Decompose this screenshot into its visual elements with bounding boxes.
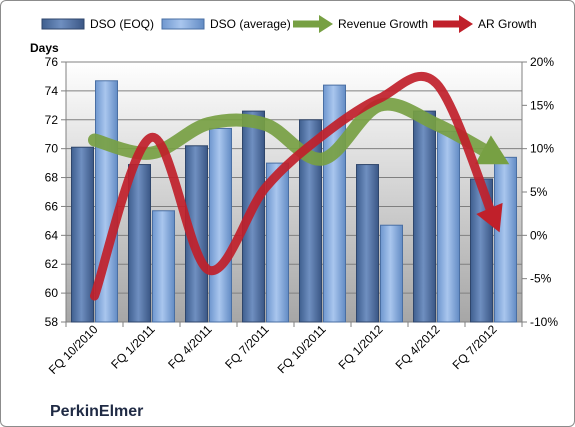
legend-label: DSO (average)	[210, 17, 291, 31]
bar-dso-eoq	[299, 119, 322, 323]
legend-arrow-head	[319, 15, 333, 33]
legend-swatch	[41, 18, 85, 30]
left-tick-label: 72	[45, 113, 59, 127]
bars-layer	[71, 80, 517, 323]
growth-lines-layer	[88, 71, 510, 301]
bar-dso-eoq	[413, 110, 436, 323]
legend-swatch	[161, 18, 205, 30]
bar-dso-eoq	[71, 146, 94, 323]
x-tick-label: FQ 1/2011	[108, 322, 158, 372]
bar-dso-average	[494, 156, 517, 323]
left-tick-label: 66	[45, 199, 59, 213]
x-tick-label: FQ 4/2011	[165, 322, 215, 372]
x-tick-label: FQ 7/2012	[450, 322, 500, 372]
x-tick-label: FQ 1/2012	[336, 322, 386, 372]
bar-dso-average	[266, 162, 289, 323]
right-tick-label: 10%	[530, 142, 554, 156]
left-tick-label: 62	[45, 257, 59, 271]
bar-dso-average	[380, 224, 403, 323]
bar-dso-eoq	[128, 164, 151, 323]
right-tick-label: -5%	[530, 272, 552, 286]
right-tick-label: 5%	[530, 185, 548, 199]
left-tick-label: 76	[45, 55, 59, 69]
bar-dso-average	[437, 130, 460, 323]
x-tick-label: FQ 10/2011	[275, 322, 329, 376]
left-tick-label: 68	[45, 171, 59, 185]
x-tick-label: FQ 10/2010	[46, 322, 101, 377]
legend-arrow-head	[459, 15, 473, 33]
right-tick-label: 20%	[530, 55, 554, 69]
bar-dso-eoq	[185, 145, 208, 323]
legend-label: DSO (EOQ)	[90, 17, 154, 31]
left-tick-label: 64	[45, 228, 59, 242]
legend-label: Revenue Growth	[338, 17, 428, 31]
revenue-growth-arrowhead	[475, 135, 510, 165]
ar-growth-arrowhead	[476, 202, 503, 233]
legend: DSO (EOQ) DSO (average) Revenue Growth AR G…	[41, 15, 537, 33]
bar-dso-average	[209, 127, 232, 323]
company-name: PerkinElmer	[50, 403, 143, 420]
left-axis-title: Days	[30, 41, 59, 55]
left-tick-label: 60	[45, 286, 59, 300]
bar-dso-eoq	[356, 164, 379, 323]
x-tick-label: FQ 7/2011	[222, 322, 272, 372]
left-tick-label: 70	[45, 142, 59, 156]
ar-growth-line	[90, 71, 498, 301]
right-tick-label: 15%	[530, 98, 554, 112]
left-tick-label: 58	[45, 315, 59, 329]
left-tick-label: 74	[45, 84, 59, 98]
right-tick-label: 0%	[530, 228, 548, 242]
x-axis: FQ 10/2010 FQ 1/2011 FQ 4/2011 FQ 7/2011 FQ …	[46, 322, 523, 377]
bar-dso-average	[152, 210, 175, 323]
legend-label: AR Growth	[478, 17, 537, 31]
left-axis: 58 60 62 64 66 68 70 72 74 76	[45, 55, 66, 329]
right-tick-label: -10%	[530, 315, 558, 329]
right-axis: -10% -5% 0% 5% 10% 15% 20%	[522, 55, 558, 329]
x-tick-label: FQ 4/2012	[393, 322, 443, 372]
